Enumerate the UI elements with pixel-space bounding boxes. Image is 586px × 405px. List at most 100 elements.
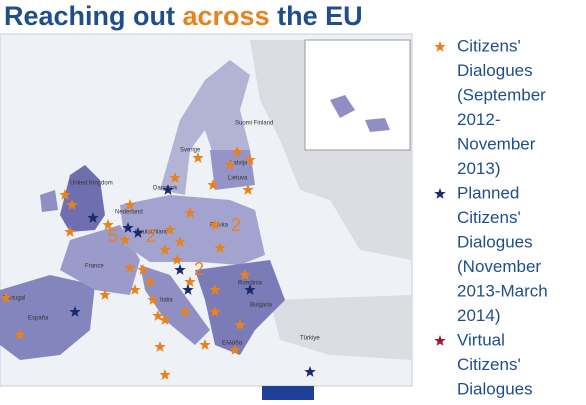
legend-star (434, 335, 446, 346)
country-label: Nederland (115, 210, 143, 216)
dialogue-star (214, 242, 226, 253)
legend-label: Dialogues (457, 232, 533, 251)
dialogue-star (119, 234, 131, 245)
footer-bar (262, 386, 314, 400)
title-part: the EU (270, 1, 363, 31)
dialogue-star (59, 189, 71, 200)
legend-label: Planned (457, 183, 519, 202)
legend-label: Dialogues (457, 379, 533, 398)
legend-label: Dialogues (457, 61, 533, 80)
dialogue-star (242, 184, 254, 195)
country-label: Portugal (3, 296, 25, 302)
planned-star (69, 306, 81, 317)
land-eu (40, 190, 58, 212)
dialogue-count: 5 (108, 226, 118, 246)
planned-star (244, 284, 256, 295)
inset-land (330, 95, 390, 132)
dialogue-star (209, 219, 221, 230)
planned-star (162, 184, 174, 195)
land-eu (120, 195, 265, 265)
dialogue-star (199, 339, 211, 350)
dialogue-star (244, 154, 256, 165)
dialogue-star (229, 344, 241, 355)
dialogue-star (64, 226, 76, 237)
legend-label: 2014) (457, 306, 500, 325)
land-eu (195, 260, 285, 355)
planned-star (132, 227, 144, 238)
dialogue-star (209, 306, 221, 317)
country-label: Ελλάδα (222, 340, 243, 347)
country-label: Bulgaria (250, 303, 273, 309)
dialogue-star (234, 319, 246, 330)
dialogue-star (99, 289, 111, 300)
legend: Citizens' Dialogues (September 2012- Novembe… (434, 36, 548, 398)
country-label: Sverige (180, 148, 201, 154)
dialogue-star (129, 284, 141, 295)
dialogue-star (184, 276, 196, 287)
dialogue-star (184, 207, 196, 218)
dialogue-star (154, 341, 166, 352)
title: Reaching out across the EU (4, 1, 363, 31)
markers: United Kingdom France España Portugal Deutsc… (0, 121, 320, 380)
dialogue-star (144, 276, 156, 287)
legend-star (434, 188, 446, 199)
legend-label: Citizens' (457, 355, 521, 374)
country-label: Latvija (230, 161, 248, 167)
planned-star (87, 212, 99, 223)
dialogue-star (159, 314, 171, 325)
planned-star (174, 264, 186, 275)
dialogue-star (0, 292, 12, 303)
map (0, 33, 413, 400)
dialogue-star (147, 294, 159, 305)
land-eu (0, 275, 95, 360)
legend-star (434, 41, 446, 52)
planned-star (304, 366, 316, 377)
dialogue-star (207, 179, 219, 190)
country-label: Türkiye (300, 336, 320, 342)
dialogue-star (102, 219, 114, 230)
country-label: France (85, 264, 104, 270)
legend-label: Virtual (457, 330, 505, 349)
land-eu (210, 150, 255, 190)
dialogue-star (14, 329, 26, 340)
dialogue-count: 2 (146, 226, 156, 246)
legend-label: Citizens' (457, 36, 521, 55)
dialogue-count: 2 (194, 259, 204, 279)
title-part: Reaching out (4, 1, 183, 31)
dialogue-star (171, 254, 183, 265)
dialogue-star (231, 146, 243, 157)
country-label: Italia (160, 298, 173, 304)
dialogue-star (124, 262, 136, 273)
country-label: Lietuva (228, 176, 248, 182)
dialogue-star (124, 199, 136, 210)
country-label: România (238, 281, 263, 287)
title-highlight: across (183, 1, 270, 31)
legend-label: 2013) (457, 159, 500, 178)
dialogue-star (169, 172, 181, 183)
country-label: España (28, 316, 49, 322)
dialogue-star (179, 306, 191, 317)
dialogue-star (66, 199, 78, 210)
country-label: Deutschland (135, 230, 168, 236)
dialogue-star (137, 264, 149, 275)
legend-label: November (457, 134, 536, 153)
dialogue-star (159, 369, 171, 380)
dialogue-star (239, 269, 251, 280)
legend-label: (November (457, 257, 541, 276)
dialogue-star (224, 159, 236, 170)
non-eu-land (270, 295, 412, 360)
dialogue-star (159, 244, 171, 255)
dialogue-star (164, 224, 176, 235)
land-eu (140, 265, 210, 345)
country-label: United Kingdom (70, 181, 113, 187)
dialogue-star (209, 284, 221, 295)
dialogue-star (152, 310, 164, 321)
dialogue-count: 2 (231, 215, 241, 235)
legend-label: 2012- (457, 110, 500, 129)
planned-star (122, 222, 134, 233)
dialogue-star (174, 236, 186, 247)
legend-label: 2013-March (457, 281, 548, 300)
legend-label: (September (457, 85, 546, 104)
inset-map (304, 39, 411, 151)
